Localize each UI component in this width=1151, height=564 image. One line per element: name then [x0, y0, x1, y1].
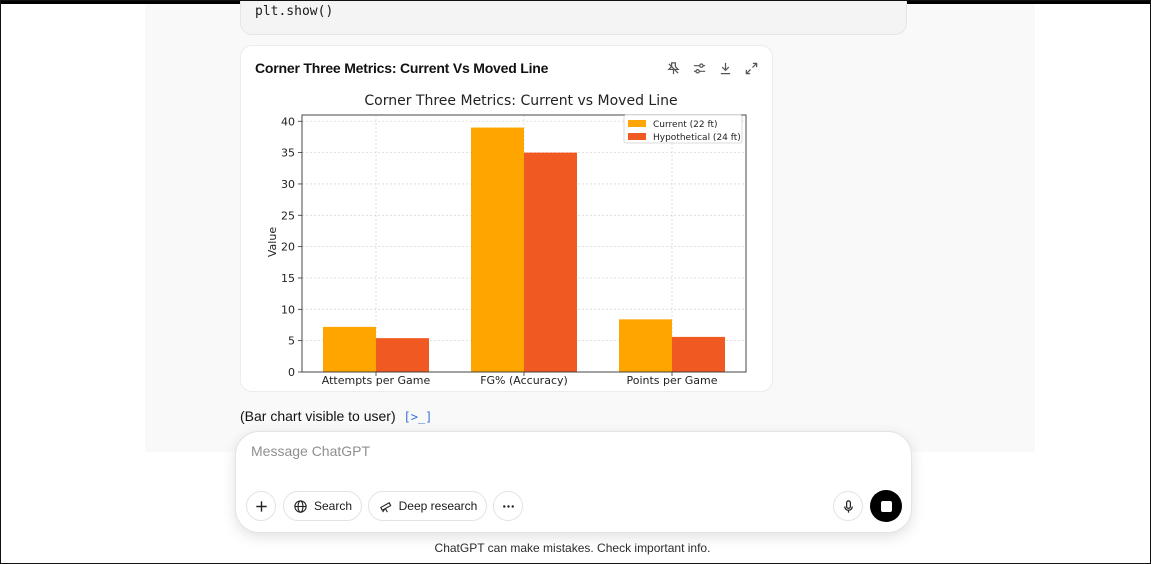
axes: 0 5 10 15 20 25 30 35 40 Attempts per Game FG% (Ac…: [281, 114, 747, 387]
telescope-icon: [379, 501, 392, 512]
code-toggle-icon[interactable]: [>_]: [403, 410, 433, 424]
sliders-icon[interactable]: [690, 59, 708, 77]
voice-button[interactable]: [833, 491, 863, 521]
message-input[interactable]: Message ChatGPT: [251, 443, 371, 459]
y-tick-label: 35: [281, 147, 295, 160]
pin-icon[interactable]: [664, 59, 682, 77]
globe-icon: [294, 499, 307, 513]
assistant-note: (Bar chart visible to user) [>_]: [240, 408, 432, 424]
disclaimer: ChatGPT can make mistakes. Check importa…: [0, 541, 1151, 555]
bar-current: [323, 326, 376, 372]
y-tick-label: 0: [288, 366, 295, 379]
note-text: (Bar chart visible to user): [240, 408, 396, 424]
y-tick-label: 30: [281, 178, 295, 191]
chart-card: Corner Three Metrics: Current Vs Moved L…: [240, 45, 773, 392]
expand-icon[interactable]: [742, 59, 760, 77]
ellipsis-icon: [502, 504, 514, 508]
legend: Current (22 ft) Hypothetical (24 ft): [623, 114, 743, 144]
x-tick-label: FG% (Accuracy): [480, 374, 568, 387]
bars: [323, 127, 725, 372]
bar-hypothetical: [376, 338, 429, 372]
legend-box: [623, 114, 743, 144]
chart-card-title: Corner Three Metrics: Current Vs Moved L…: [255, 60, 549, 76]
chart-toolbar: [664, 59, 760, 77]
stop-icon: [880, 500, 892, 512]
more-tools-button[interactable]: [493, 491, 523, 521]
y-axis-label: Value: [266, 227, 279, 257]
add-button[interactable]: [246, 491, 276, 521]
x-tick-label: Attempts per Game: [322, 374, 431, 387]
y-tick-label: 15: [281, 272, 295, 285]
bar-current: [619, 319, 672, 372]
microphone-icon: [843, 499, 853, 513]
legend-label: Current (22 ft): [653, 120, 718, 130]
y-tick-label: 25: [281, 209, 295, 222]
search-button[interactable]: Search: [283, 491, 362, 521]
stop-button[interactable]: [870, 490, 902, 522]
y-tick-label: 20: [281, 241, 295, 254]
plus-icon: [255, 500, 267, 512]
search-label: Search: [313, 499, 353, 513]
y-tick-label: 10: [281, 303, 295, 316]
code-block: plt.show(): [240, 0, 907, 35]
y-tick-label: 40: [281, 115, 295, 128]
download-icon[interactable]: [716, 59, 734, 77]
code-line: plt.show(): [255, 4, 334, 19]
bar-hypothetical: [524, 152, 577, 372]
legend-label: Hypothetical (24 ft): [653, 133, 741, 143]
message-composer: Message ChatGPT Search Deep research: [235, 431, 912, 533]
disclaimer-text: ChatGPT can make mistakes. Check importa…: [434, 541, 711, 555]
x-tick-label: Points per Game: [626, 374, 717, 387]
bar-hypothetical: [672, 336, 725, 372]
deep-research-label: Deep research: [398, 499, 478, 513]
bar-chart: Corner Three Metrics: Current vs Moved L…: [266, 93, 747, 387]
y-tick-label: 5: [288, 335, 295, 348]
legend-swatch: [628, 120, 646, 127]
chart-title: Corner Three Metrics: Current vs Moved L…: [364, 93, 677, 109]
legend-swatch: [628, 133, 646, 140]
deep-research-button[interactable]: Deep research: [368, 491, 487, 521]
bar-current: [471, 127, 524, 372]
